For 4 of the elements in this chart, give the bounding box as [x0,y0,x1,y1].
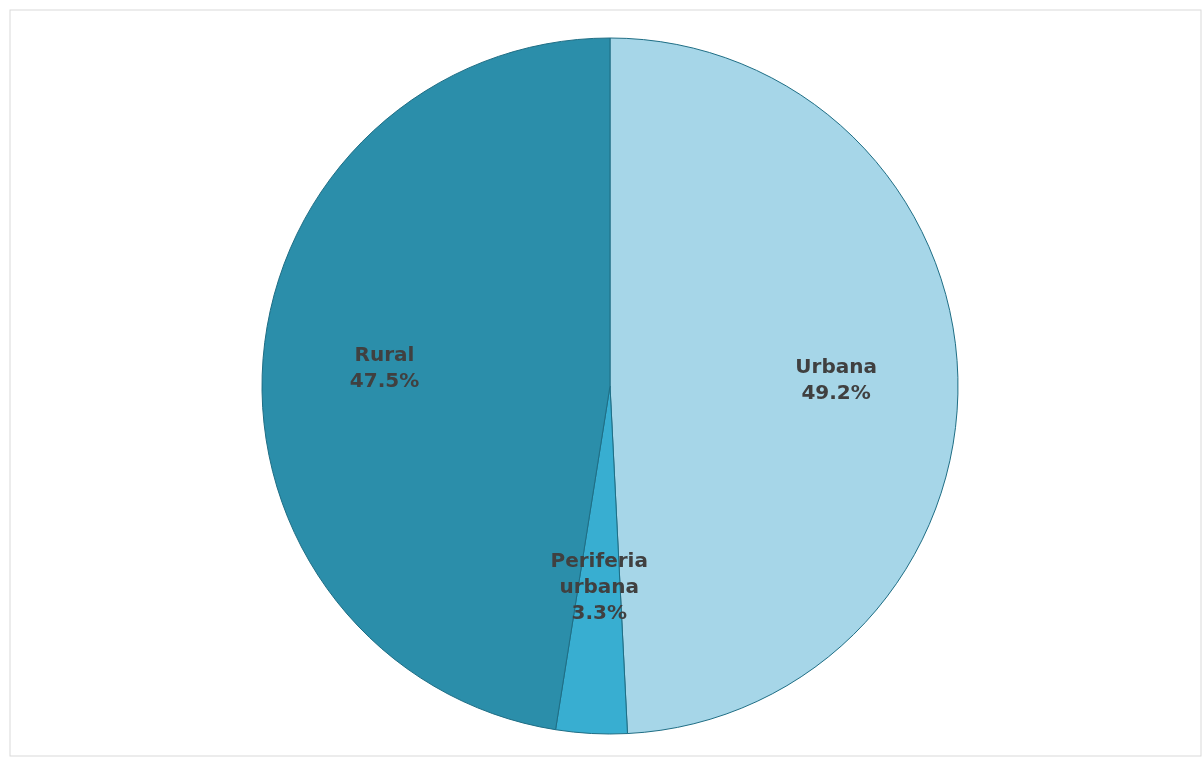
data-label: 47.5% [349,367,420,392]
data-label: 49.2% [801,379,871,404]
slice-label: Urbana [795,353,877,378]
slice-label: Rural [354,341,415,366]
